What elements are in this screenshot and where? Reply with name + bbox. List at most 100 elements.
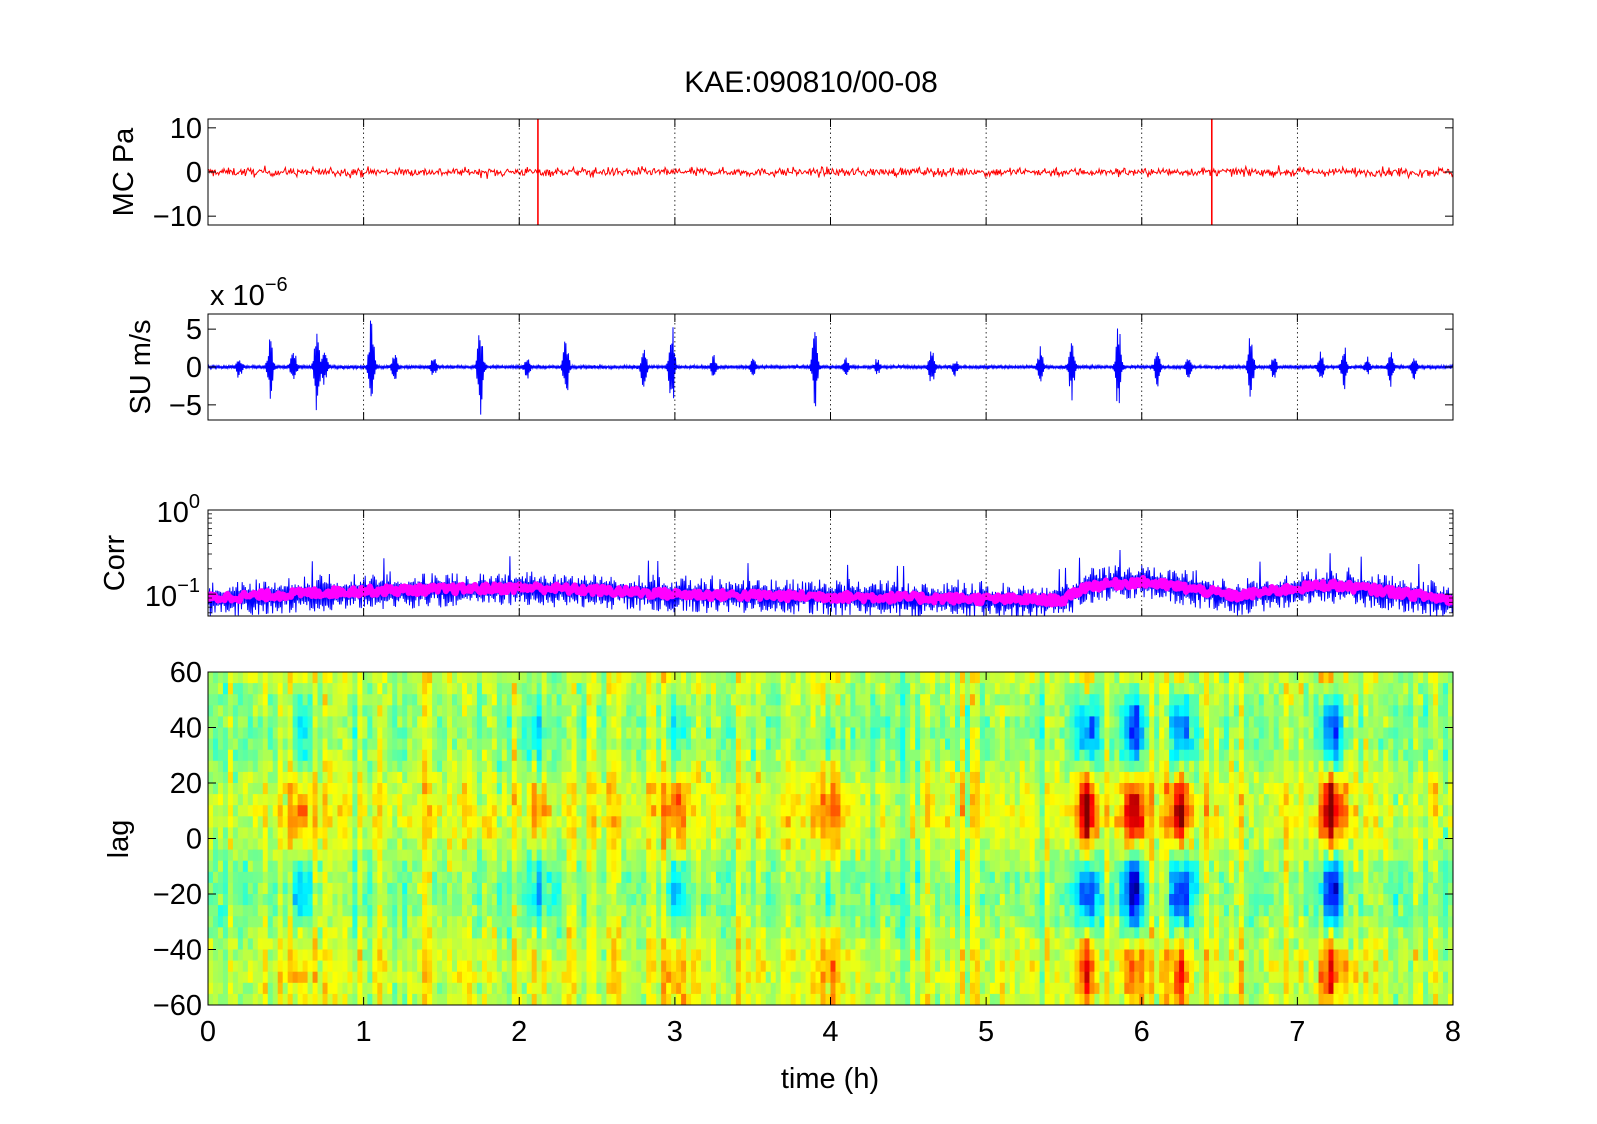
- heatmap-cell: [576, 749, 583, 762]
- heatmap-cell: [496, 871, 503, 884]
- heatmap-cell: [317, 816, 324, 828]
- heatmap-cell: [825, 949, 832, 962]
- heatmap-cell: [372, 894, 378, 906]
- heatmap-cell: [890, 938, 896, 951]
- heatmap-cell: [382, 860, 388, 873]
- heatmap-cell: [247, 927, 254, 939]
- heatmap-cell: [875, 971, 881, 984]
- heatmap-cell: [905, 716, 911, 729]
- heatmap-cell: [208, 805, 214, 817]
- heatmap-cell: [984, 882, 991, 895]
- heatmap-cell: [626, 949, 632, 962]
- heatmap-cell: [536, 949, 543, 962]
- heatmap-cell: [556, 827, 563, 840]
- heatmap-cell: [452, 771, 458, 784]
- heatmap-cell: [785, 971, 792, 984]
- heatmap-cell: [855, 683, 861, 695]
- heatmap-cell: [317, 749, 324, 762]
- heatmap-cell: [775, 882, 782, 895]
- heatmap-cell: [432, 882, 438, 895]
- heatmap-cell: [307, 738, 314, 751]
- heatmap-cell: [671, 894, 677, 906]
- heatmap-cell: [486, 694, 493, 706]
- heatmap-cell: [531, 860, 538, 873]
- heatmap-cell: [755, 927, 762, 939]
- heatmap-cell: [686, 871, 692, 884]
- heatmap-cell: [591, 783, 598, 795]
- heatmap-cell: [845, 727, 852, 740]
- heatmap-cell: [770, 738, 777, 751]
- heatmap-cell: [287, 916, 294, 928]
- heatmap-cell: [272, 727, 279, 740]
- heatmap-cell: [208, 760, 214, 773]
- heatmap-cell: [257, 871, 264, 884]
- heatmap-cell: [969, 794, 976, 806]
- heatmap-cell: [910, 882, 916, 895]
- heatmap-cell: [735, 816, 742, 828]
- heatmap-cell: [422, 905, 428, 917]
- heatmap-cell: [312, 949, 319, 962]
- heatmap-cell: [447, 738, 453, 751]
- heatmap-cell: [496, 760, 503, 773]
- heatmap-cell: [257, 927, 264, 939]
- heatmap-cell: [342, 705, 349, 717]
- heatmap-cell: [720, 993, 727, 1005]
- heatmap-cell: [282, 882, 289, 895]
- heatmap-cell: [571, 882, 578, 895]
- heatmap-cell: [232, 949, 239, 962]
- heatmap-cell: [935, 771, 941, 784]
- heatmap-cell: [820, 894, 827, 906]
- heatmap-cell: [596, 916, 603, 928]
- heatmap-cell: [750, 927, 757, 939]
- heatmap-cell: [317, 860, 324, 873]
- heatmap-cell: [546, 916, 553, 928]
- heatmap-cell: [895, 871, 901, 884]
- heatmap-cell: [367, 871, 373, 884]
- heatmap-cell: [352, 993, 358, 1005]
- heatmap-cell: [885, 816, 891, 828]
- heatmap-cell: [800, 982, 807, 995]
- heatmap-cell: [531, 794, 538, 806]
- heatmap-cell: [491, 905, 498, 917]
- heatmap-cell: [661, 816, 667, 828]
- heatmap-cell: [865, 760, 871, 773]
- heatmap-cell: [362, 760, 368, 773]
- heatmap-cell: [481, 727, 488, 740]
- heatmap-cell: [417, 871, 423, 884]
- heatmap-cell: [352, 771, 358, 784]
- heatmap-cell: [646, 816, 652, 828]
- heatmap-cell: [566, 760, 573, 773]
- heatmap-cell: [835, 794, 842, 806]
- heatmap-cell: [591, 960, 598, 973]
- heatmap-cell: [730, 849, 737, 862]
- heatmap-cell: [969, 749, 976, 762]
- heatmap-cell: [940, 760, 946, 773]
- heatmap-cell: [332, 816, 339, 828]
- heatmap-cell: [442, 982, 448, 995]
- heatmap-cell: [920, 783, 926, 795]
- heatmap-cell: [312, 860, 319, 873]
- heatmap-cell: [397, 771, 403, 784]
- heatmap-cell: [541, 771, 548, 784]
- heatmap-cell: [501, 794, 508, 806]
- heatmap-cell: [661, 805, 667, 817]
- heatmap-cell: [377, 738, 383, 751]
- heatmap-cell: [611, 860, 617, 873]
- heatmap-cell: [242, 771, 249, 784]
- heatmap-cell: [516, 694, 523, 706]
- heatmap-cell: [277, 749, 284, 762]
- heatmap-cell: [262, 860, 269, 873]
- heatmap-cell: [720, 905, 727, 917]
- heatmap-cell: [915, 960, 921, 973]
- heatmap-cell: [845, 938, 852, 951]
- heatmap-cell: [715, 894, 722, 906]
- heatmap-cell: [242, 849, 249, 862]
- heatmap-cell: [342, 838, 349, 851]
- heatmap-cell: [616, 749, 622, 762]
- heatmap-cell: [287, 727, 294, 740]
- heatmap-cell: [317, 794, 324, 806]
- heatmap-cell: [392, 771, 398, 784]
- heatmap-cell: [900, 805, 906, 817]
- heatmap-cell: [521, 860, 528, 873]
- heatmap-cell: [272, 905, 279, 917]
